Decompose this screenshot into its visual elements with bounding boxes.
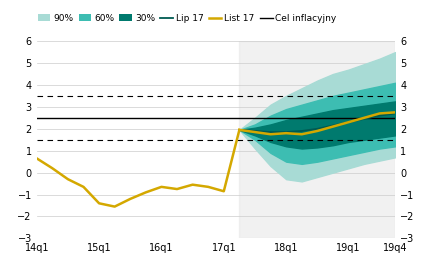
Legend: 90%, 60%, 30%, Lip 17, List 17, Cel inflacyjny: 90%, 60%, 30%, Lip 17, List 17, Cel infl… — [34, 10, 340, 26]
Bar — [239, 41, 395, 238]
